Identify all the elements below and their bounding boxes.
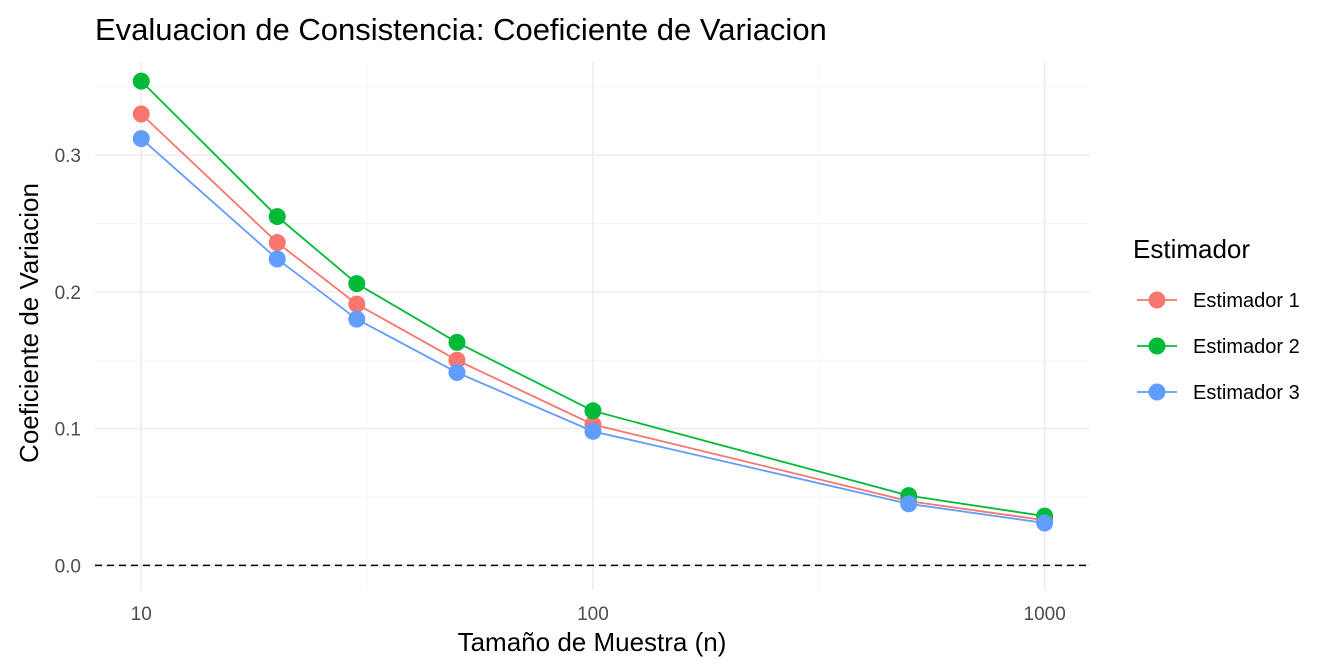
legend-label: Estimador 1	[1193, 290, 1300, 312]
chart-title: Evaluacion de Consistencia: Coeficiente …	[95, 12, 827, 47]
data-point	[348, 310, 366, 328]
legend-title: Estimador	[1133, 234, 1250, 264]
data-point	[584, 422, 602, 440]
data-point	[132, 105, 150, 123]
series-layer	[132, 72, 1054, 532]
y-tick-label: 0.3	[55, 146, 81, 167]
x-axis-ticks: 10 100 1000	[131, 604, 1066, 625]
data-point	[448, 364, 466, 382]
data-point	[268, 234, 286, 252]
data-point	[268, 208, 286, 226]
data-point	[132, 130, 150, 148]
legend-label: Estimador 3	[1193, 382, 1300, 404]
y-tick-label: 0.0	[55, 556, 81, 577]
data-point	[132, 72, 150, 90]
legend-item-2: Estimador 2	[1137, 336, 1300, 358]
data-point	[448, 333, 466, 351]
data-point	[348, 275, 366, 293]
legend-key-point	[1148, 383, 1166, 401]
y-axis-title: Coeficiente de Variacion	[14, 183, 44, 463]
data-point	[584, 402, 602, 420]
x-tick-label: 1000	[1024, 604, 1066, 625]
data-point	[1036, 514, 1054, 532]
series-points-3	[132, 130, 1054, 532]
data-point	[900, 495, 918, 513]
y-axis-ticks: 0.0 0.1 0.2 0.3	[55, 146, 81, 577]
x-tick-label: 100	[577, 604, 609, 625]
x-tick-label: 10	[131, 604, 152, 625]
y-tick-label: 0.1	[55, 420, 81, 441]
x-axis-title: Tamaño de Muestra (n)	[458, 627, 727, 657]
legend-item-3: Estimador 3	[1137, 382, 1300, 404]
legend-key-point	[1148, 337, 1166, 355]
legend-item-1: Estimador 1	[1137, 290, 1300, 312]
grid	[95, 62, 1090, 590]
legend-key-point	[1148, 291, 1166, 309]
data-point	[348, 295, 366, 313]
data-point	[268, 250, 286, 268]
legend-items: Estimador 1 Estimador 2 Estimador 3	[1137, 290, 1300, 404]
data-point	[448, 351, 466, 369]
y-tick-label: 0.2	[55, 283, 81, 304]
legend-label: Estimador 2	[1193, 336, 1300, 358]
